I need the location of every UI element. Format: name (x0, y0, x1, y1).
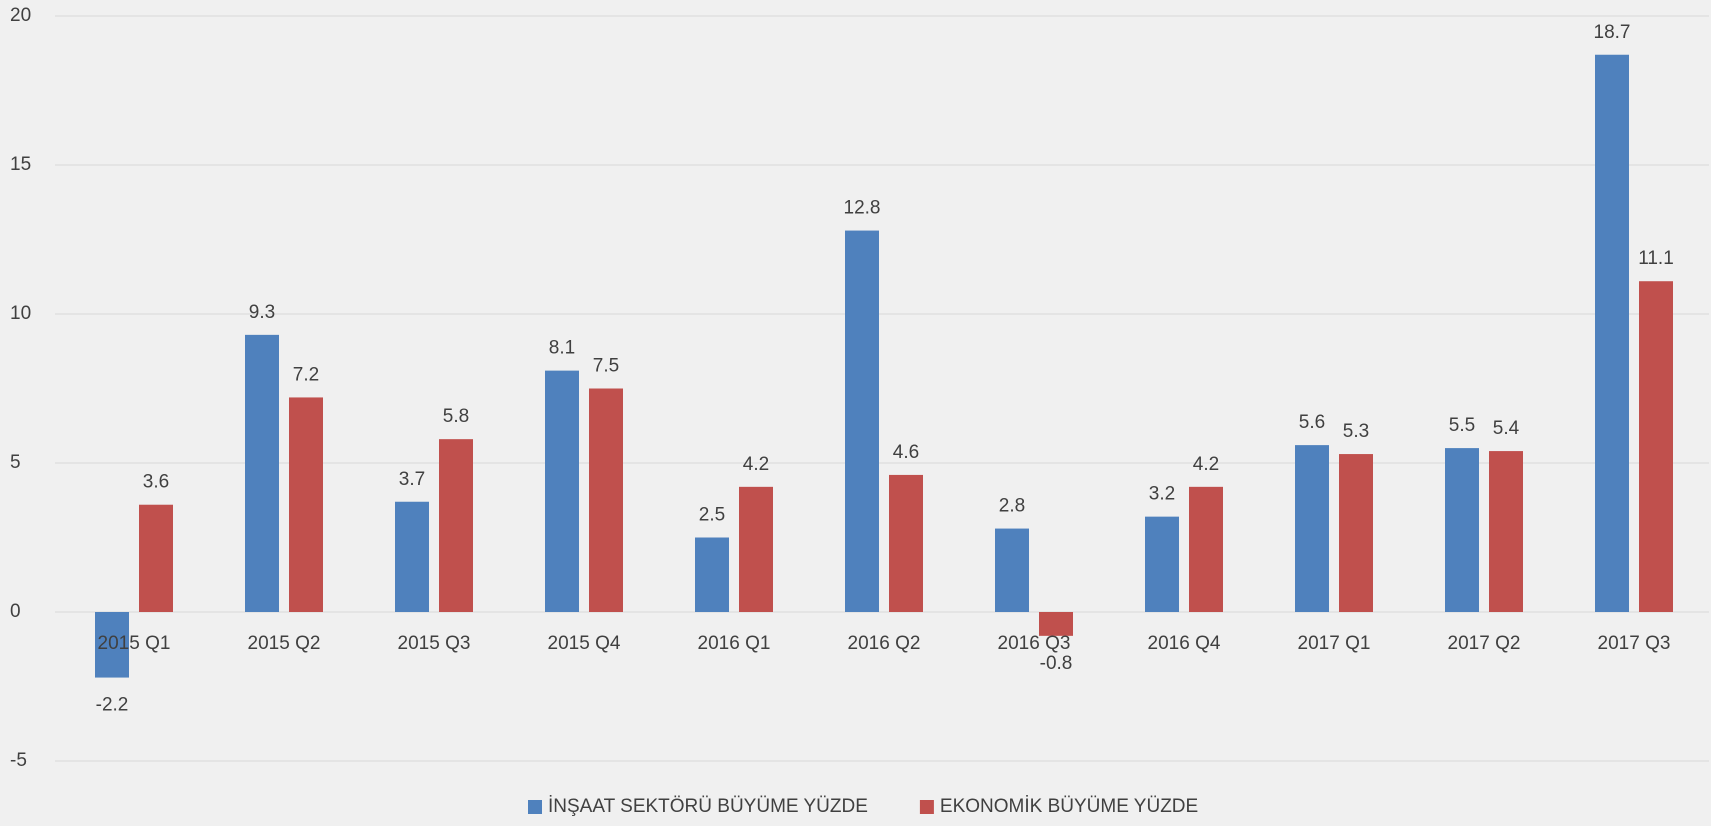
bar (439, 439, 473, 612)
data-label: -0.8 (1040, 653, 1073, 674)
data-label: 7.2 (293, 364, 319, 385)
bar (1445, 448, 1479, 612)
bar (1145, 516, 1179, 612)
legend-label: EKONOMİK BÜYÜME YÜZDE (940, 796, 1198, 817)
bar (139, 504, 173, 612)
y-tick-label: 10 (10, 303, 31, 324)
x-tick-label: 2015 Q2 (248, 633, 321, 654)
data-label: 3.2 (1149, 484, 1175, 505)
x-tick-label: 2017 Q3 (1598, 633, 1671, 654)
data-label: 8.1 (549, 338, 575, 359)
legend-label: İNŞAAT SEKTÖRÜ BÜYÜME YÜZDE (548, 796, 868, 817)
x-tick-label: 2016 Q3 (998, 633, 1071, 654)
bar (395, 501, 429, 612)
legend-swatch (919, 800, 934, 814)
legend-swatch (528, 800, 542, 814)
x-tick-label: 2015 Q1 (98, 633, 171, 654)
bar (1489, 451, 1523, 612)
bar (739, 486, 773, 612)
y-tick-label: 0 (10, 601, 21, 622)
y-tick-label: -5 (10, 750, 27, 771)
bar (1595, 54, 1629, 613)
x-tick-label: 2016 Q2 (848, 633, 921, 654)
data-label: 7.5 (593, 356, 619, 377)
data-label: 18.7 (1594, 22, 1631, 43)
bar (1295, 445, 1329, 612)
bar (1639, 281, 1673, 612)
data-label: 5.8 (443, 406, 469, 427)
data-label: 5.5 (1449, 415, 1475, 436)
data-label: 9.3 (249, 302, 275, 323)
x-tick-label: 2016 Q1 (698, 633, 771, 654)
data-label: 4.2 (1193, 454, 1219, 475)
data-label: 5.4 (1493, 418, 1520, 439)
data-label: 3.6 (143, 472, 169, 493)
bar (545, 370, 579, 612)
y-tick-label: 20 (10, 5, 31, 26)
bar (95, 612, 129, 678)
y-tick-label: 5 (10, 452, 21, 473)
data-label: 4.2 (743, 454, 769, 475)
data-label: -2.2 (96, 695, 129, 716)
data-label: 5.6 (1299, 412, 1325, 433)
bar (289, 397, 323, 612)
bar (245, 334, 279, 612)
x-tick-label: 2017 Q2 (1448, 633, 1521, 654)
data-label: 2.8 (999, 496, 1025, 517)
data-label: 5.3 (1343, 421, 1369, 442)
data-label: 3.7 (399, 469, 425, 490)
x-tick-label: 2015 Q3 (398, 633, 471, 654)
data-label: 11.1 (1638, 248, 1674, 269)
bar (845, 230, 879, 612)
data-label: 12.8 (844, 198, 881, 219)
data-label: 2.5 (699, 505, 725, 526)
data-label: 4.6 (893, 442, 919, 463)
bar (1039, 612, 1073, 636)
y-tick-label: 15 (10, 154, 31, 175)
bar (1339, 454, 1373, 612)
bar (589, 388, 623, 612)
x-tick-label: 2016 Q4 (1148, 633, 1221, 654)
bar (995, 528, 1029, 612)
x-tick-label: 2015 Q4 (548, 633, 621, 654)
bar (1189, 486, 1223, 612)
bar (695, 537, 729, 612)
bar (889, 474, 923, 612)
x-tick-label: 2017 Q1 (1298, 633, 1371, 654)
